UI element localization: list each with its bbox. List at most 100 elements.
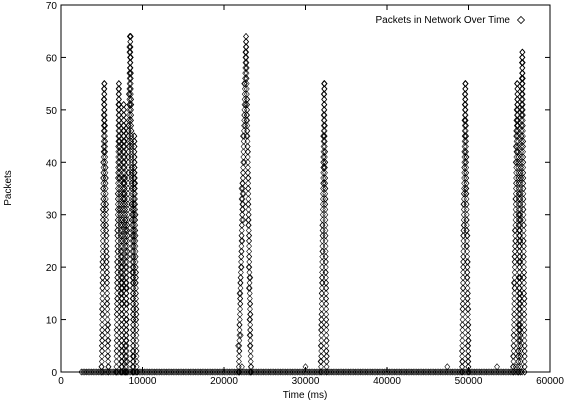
data-point — [120, 174, 126, 182]
data-point — [127, 64, 134, 72]
data-point — [117, 289, 124, 297]
data-point — [101, 148, 108, 156]
data-point — [120, 179, 127, 187]
data-point — [464, 263, 471, 271]
data-point — [116, 90, 122, 98]
data-point — [320, 148, 327, 156]
data-point — [515, 316, 522, 324]
data-point — [510, 363, 516, 371]
data-point — [519, 122, 526, 130]
data-point — [124, 247, 131, 255]
data-point — [242, 59, 249, 67]
data-point — [245, 185, 252, 192]
data-point — [520, 137, 527, 145]
data-point — [516, 305, 523, 313]
data-point — [104, 321, 111, 329]
data-point — [132, 289, 139, 297]
data-point — [118, 316, 125, 324]
data-point — [244, 132, 251, 140]
data-point — [126, 43, 133, 51]
data-point — [131, 158, 138, 166]
data-point — [321, 106, 327, 114]
data-point — [465, 337, 472, 345]
data-point — [119, 237, 126, 245]
data-point — [245, 216, 252, 224]
data-point — [247, 347, 254, 355]
data-point — [132, 216, 138, 224]
data-point — [513, 169, 520, 177]
data-point — [132, 200, 138, 208]
data-point — [519, 90, 526, 98]
data-point — [131, 148, 138, 156]
legend: Packets in Network Over Time — [376, 15, 526, 26]
data-point — [131, 179, 137, 187]
data-point — [126, 32, 133, 40]
data-point — [130, 226, 137, 234]
data-point — [463, 200, 470, 208]
data-point — [132, 279, 139, 287]
data-point — [515, 211, 522, 219]
data-point — [236, 331, 243, 339]
data-point — [238, 253, 245, 261]
data-point — [464, 274, 471, 282]
data-point — [114, 300, 120, 308]
y-tick-label: 0 — [51, 368, 57, 379]
y-tick-label: 70 — [46, 1, 58, 12]
data-point — [117, 216, 124, 224]
data-point — [516, 253, 523, 261]
data-point — [318, 347, 325, 355]
data-point — [124, 237, 131, 245]
data-point — [99, 305, 105, 313]
data-point — [100, 111, 107, 119]
data-point — [125, 90, 132, 98]
data-point — [101, 101, 107, 109]
data-point — [459, 321, 466, 329]
data-point — [518, 143, 524, 151]
data-point — [517, 216, 524, 224]
data-point — [99, 368, 105, 376]
data-point — [323, 326, 330, 334]
data-point — [464, 284, 471, 292]
data-point — [127, 43, 134, 51]
data-point — [125, 122, 132, 130]
data-point — [130, 295, 137, 303]
data-point — [115, 179, 121, 187]
data-point — [99, 274, 106, 282]
data-point — [240, 169, 247, 177]
data-point — [120, 169, 127, 177]
data-point — [238, 221, 245, 229]
data-point — [511, 305, 518, 313]
data-point — [517, 347, 524, 355]
data-point — [120, 195, 127, 203]
data-point — [132, 316, 139, 324]
data-point — [520, 200, 527, 208]
data-point — [118, 263, 124, 271]
data-point — [323, 310, 330, 318]
data-point — [99, 326, 106, 334]
data-point — [103, 200, 110, 208]
data-point — [322, 274, 329, 282]
data-point — [124, 263, 130, 271]
data-point — [520, 247, 527, 255]
data-point — [124, 211, 131, 219]
data-point — [515, 153, 522, 161]
data-point — [520, 143, 526, 151]
data-point — [464, 247, 471, 255]
data-point — [128, 111, 135, 119]
data-point — [319, 226, 326, 234]
y-tick-label: 30 — [46, 211, 58, 222]
data-point — [240, 190, 247, 198]
y-tick-label: 20 — [46, 263, 58, 274]
data-point — [123, 295, 130, 303]
data-point — [514, 80, 520, 88]
data-point — [520, 190, 527, 198]
data-point — [513, 127, 520, 135]
data-point — [124, 253, 131, 261]
data-point — [513, 106, 520, 114]
data-point — [464, 232, 470, 240]
data-point — [519, 59, 526, 67]
data-point — [320, 132, 327, 140]
data-point — [133, 352, 140, 360]
data-point — [519, 106, 526, 114]
data-point — [238, 258, 244, 266]
